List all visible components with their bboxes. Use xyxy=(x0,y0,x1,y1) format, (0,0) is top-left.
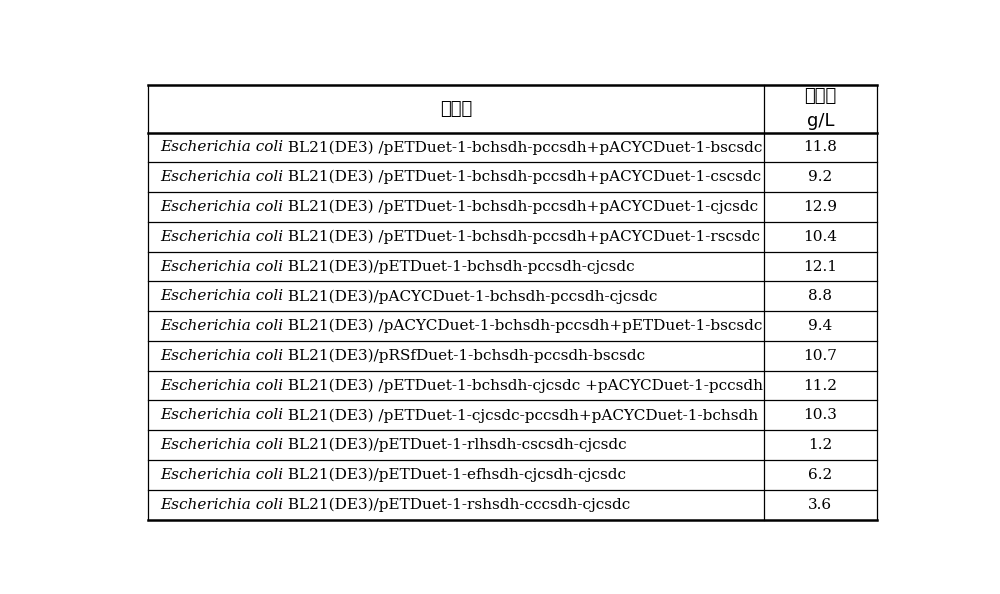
Text: Escherichia coli: Escherichia coli xyxy=(160,378,283,393)
Text: 3.6: 3.6 xyxy=(808,498,832,511)
Text: BL21(DE3) /pETDuet-1-bchsdh-pccsdh+pACYCDuet-1-rscsdc: BL21(DE3) /pETDuet-1-bchsdh-pccsdh+pACYC… xyxy=(283,230,760,244)
Text: 10.7: 10.7 xyxy=(803,349,837,363)
Text: 亚精胺
g/L: 亚精胺 g/L xyxy=(804,87,836,130)
Text: 11.8: 11.8 xyxy=(803,141,837,154)
Text: Escherichia coli: Escherichia coli xyxy=(160,468,283,482)
Text: BL21(DE3) /pETDuet-1-bchsdh-pccsdh+pACYCDuet-1-cjcsdc: BL21(DE3) /pETDuet-1-bchsdh-pccsdh+pACYC… xyxy=(283,200,758,214)
Text: 12.9: 12.9 xyxy=(803,200,837,214)
Text: 10.4: 10.4 xyxy=(803,230,837,244)
Text: 8.8: 8.8 xyxy=(808,289,832,304)
Text: BL21(DE3) /pACYCDuet-1-bchsdh-pccsdh+pETDuet-1-bscsdc: BL21(DE3) /pACYCDuet-1-bchsdh-pccsdh+pET… xyxy=(283,319,762,333)
Text: 12.1: 12.1 xyxy=(803,260,837,274)
Text: BL21(DE3)/pACYCDuet-1-bchsdh-pccsdh-cjcsdc: BL21(DE3)/pACYCDuet-1-bchsdh-pccsdh-cjcs… xyxy=(283,289,657,304)
Text: BL21(DE3)/pETDuet-1-bchsdh-pccsdh-cjcsdc: BL21(DE3)/pETDuet-1-bchsdh-pccsdh-cjcsdc xyxy=(283,260,635,274)
Text: Escherichia coli: Escherichia coli xyxy=(160,141,283,154)
Text: Escherichia coli: Escherichia coli xyxy=(160,498,283,511)
Text: Escherichia coli: Escherichia coli xyxy=(160,230,283,244)
Text: Escherichia coli: Escherichia coli xyxy=(160,438,283,452)
Text: BL21(DE3)/pETDuet-1-rlhsdh-cscsdh-cjcsdc: BL21(DE3)/pETDuet-1-rlhsdh-cscsdh-cjcsdc xyxy=(283,438,627,452)
Text: 11.2: 11.2 xyxy=(803,378,837,393)
Text: Escherichia coli: Escherichia coli xyxy=(160,260,283,274)
Text: Escherichia coli: Escherichia coli xyxy=(160,200,283,214)
Text: BL21(DE3)/pETDuet-1-rshsdh-cccsdh-cjcsdc: BL21(DE3)/pETDuet-1-rshsdh-cccsdh-cjcsdc xyxy=(283,497,630,512)
Text: 重组菌: 重组菌 xyxy=(440,100,472,118)
Text: BL21(DE3)/pETDuet-1-efhsdh-cjcsdh-cjcsdc: BL21(DE3)/pETDuet-1-efhsdh-cjcsdh-cjcsdc xyxy=(283,467,626,482)
Text: BL21(DE3) /pETDuet-1-bchsdh-pccsdh+pACYCDuet-1-bscsdc: BL21(DE3) /pETDuet-1-bchsdh-pccsdh+pACYC… xyxy=(283,140,762,154)
Text: 9.4: 9.4 xyxy=(808,319,832,333)
Text: BL21(DE3) /pETDuet-1-cjcsdc-pccsdh+pACYCDuet-1-bchsdh: BL21(DE3) /pETDuet-1-cjcsdc-pccsdh+pACYC… xyxy=(283,408,758,422)
Text: Escherichia coli: Escherichia coli xyxy=(160,319,283,333)
Text: BL21(DE3) /pETDuet-1-bchsdh-cjcsdc +pACYCDuet-1-pccsdh: BL21(DE3) /pETDuet-1-bchsdh-cjcsdc +pACY… xyxy=(283,378,763,393)
Text: Escherichia coli: Escherichia coli xyxy=(160,289,283,304)
Text: 6.2: 6.2 xyxy=(808,468,832,482)
Text: 10.3: 10.3 xyxy=(803,408,837,422)
Text: Escherichia coli: Escherichia coli xyxy=(160,408,283,422)
Text: 1.2: 1.2 xyxy=(808,438,832,452)
Text: Escherichia coli: Escherichia coli xyxy=(160,170,283,184)
Text: 9.2: 9.2 xyxy=(808,170,832,184)
Text: Escherichia coli: Escherichia coli xyxy=(160,349,283,363)
Text: BL21(DE3)/pRSfDuet-1-bchsdh-pccsdh-bscsdc: BL21(DE3)/pRSfDuet-1-bchsdh-pccsdh-bscsd… xyxy=(283,349,645,363)
Text: BL21(DE3) /pETDuet-1-bchsdh-pccsdh+pACYCDuet-1-cscsdc: BL21(DE3) /pETDuet-1-bchsdh-pccsdh+pACYC… xyxy=(283,170,761,185)
